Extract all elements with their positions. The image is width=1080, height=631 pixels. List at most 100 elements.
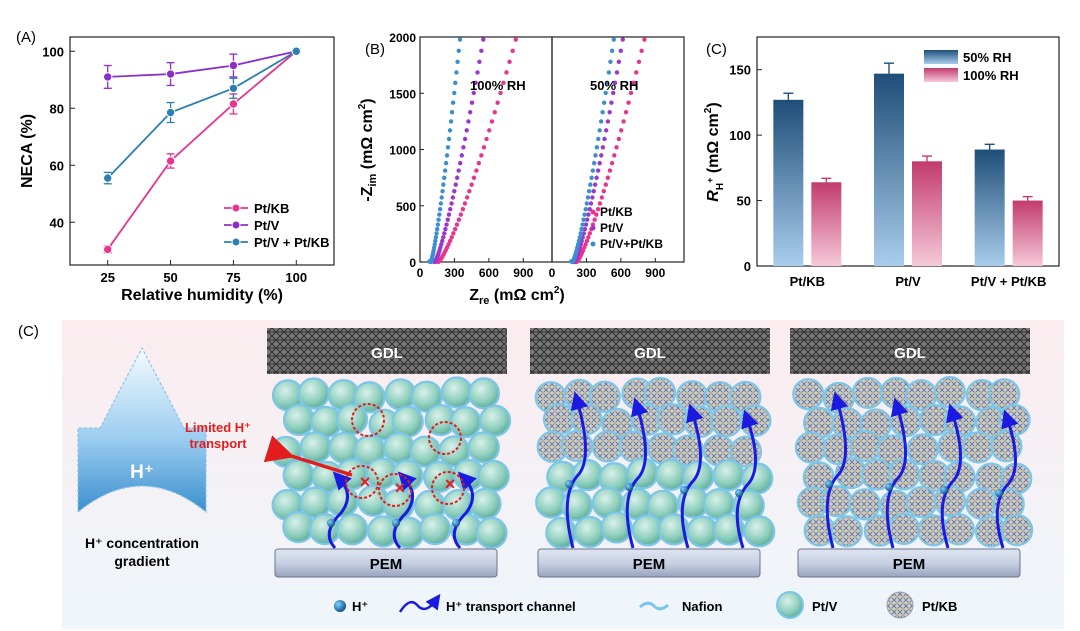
data-point <box>452 226 458 232</box>
transport-channel <box>327 471 352 550</box>
panel-b-ylabel: -Zim (mΩ cm2) <box>357 98 379 201</box>
data-point <box>442 175 447 180</box>
data-point <box>469 182 474 187</box>
data-point <box>596 136 601 142</box>
data-point <box>608 59 613 64</box>
data-point <box>103 173 113 183</box>
data-point <box>458 160 463 166</box>
pt-kb-particle <box>942 513 975 546</box>
pt-kb-particle <box>851 376 885 410</box>
data-point <box>228 99 239 109</box>
limited-transport-line2: transport <box>189 436 247 451</box>
data-point <box>611 37 616 42</box>
data-point <box>594 212 599 217</box>
catalyst-particle <box>656 403 690 436</box>
data-point <box>642 37 647 42</box>
data-point <box>582 226 588 232</box>
data-point <box>487 128 492 133</box>
panel-b-series <box>427 37 647 265</box>
pt-kb-particle <box>905 486 938 519</box>
transport-channel <box>625 397 649 549</box>
panel-a-legend: Pt/KB Pt/V Pt/V + Pt/KB <box>224 201 330 250</box>
data-point <box>601 189 606 194</box>
catalyst-particle <box>478 404 512 437</box>
gdl-layer <box>790 328 1030 374</box>
x-tick-label: 300 <box>444 266 464 280</box>
x-tick-label: 0 <box>549 266 556 280</box>
limited-transport-arrow <box>263 435 353 477</box>
data-point <box>590 168 596 173</box>
legend-marker <box>590 225 596 231</box>
data-point <box>609 100 614 105</box>
data-point <box>513 37 518 42</box>
data-point <box>474 168 479 173</box>
data-point <box>600 145 606 150</box>
data-point <box>442 231 447 236</box>
legend-label: Pt/V <box>600 221 623 235</box>
data-point <box>498 90 503 96</box>
x-tick-label: 600 <box>479 266 499 280</box>
panel-a: (A) 25 50 75 100 40 60 80 100 Relative humidity… <box>16 29 335 304</box>
data-point <box>461 145 466 150</box>
data-point <box>614 145 619 150</box>
legend-marker <box>590 209 596 215</box>
data-point <box>594 175 599 180</box>
data-point <box>507 59 512 64</box>
data-point <box>599 153 604 158</box>
data-point <box>103 72 113 82</box>
catalyst-particle <box>467 431 500 464</box>
data-point <box>462 136 468 142</box>
blocked-mark: × <box>360 472 371 492</box>
data-point <box>595 207 601 212</box>
data-point <box>602 136 607 142</box>
data-point <box>588 182 593 187</box>
y-tick-label: 2000 <box>389 31 416 45</box>
catalyst-particle <box>683 405 716 439</box>
data-point <box>453 182 458 187</box>
data-point <box>443 160 449 166</box>
y-tick-label: 500 <box>396 200 416 214</box>
catalyst-particle <box>475 516 508 550</box>
pt-kb-particle <box>848 488 881 521</box>
data-point <box>599 195 605 200</box>
x-tick-label: 50 <box>163 270 177 285</box>
data-point <box>634 70 639 75</box>
legend-marker <box>590 241 596 247</box>
schematic-label: (C) <box>18 323 39 340</box>
data-point <box>597 201 603 206</box>
data-point <box>451 231 456 236</box>
data-point <box>434 231 439 236</box>
data-point <box>476 160 482 166</box>
data-point <box>603 128 609 133</box>
y-tick-label: 150 <box>729 63 751 78</box>
series-line-1 <box>107 50 297 78</box>
pem-label: PEM <box>370 556 403 573</box>
catalyst-particle <box>573 515 606 549</box>
catalyst-particle <box>469 487 502 520</box>
data-point <box>165 107 176 118</box>
data-point <box>103 244 113 255</box>
data-point <box>626 100 631 105</box>
x-tick-label: 300 <box>576 266 596 280</box>
pt-v-icon <box>776 591 804 619</box>
data-point <box>614 70 620 75</box>
bar <box>874 73 904 266</box>
schematic-legend: H⁺ H⁺ transport channel Nafion Pt/V Pt/K… <box>334 591 957 619</box>
data-point <box>584 238 590 244</box>
panel-c-legend: 50% RH 100% RH <box>924 50 1019 83</box>
data-point <box>457 37 463 42</box>
legend-label: Pt/KB <box>600 205 633 219</box>
data-point <box>444 153 450 158</box>
data-point <box>448 119 454 124</box>
catalyst-particle <box>644 376 677 410</box>
gradient-arrow-label: H⁺ <box>130 462 154 483</box>
data-point <box>588 201 594 206</box>
pt-kb-particle <box>962 431 995 464</box>
data-point <box>597 128 602 133</box>
legend-channel-label: H⁺ transport channel <box>446 599 576 614</box>
data-point <box>439 195 444 200</box>
proton-icon <box>680 486 688 494</box>
y-tick-label: 40 <box>50 215 64 230</box>
data-point <box>438 201 444 206</box>
data-point <box>590 195 595 200</box>
